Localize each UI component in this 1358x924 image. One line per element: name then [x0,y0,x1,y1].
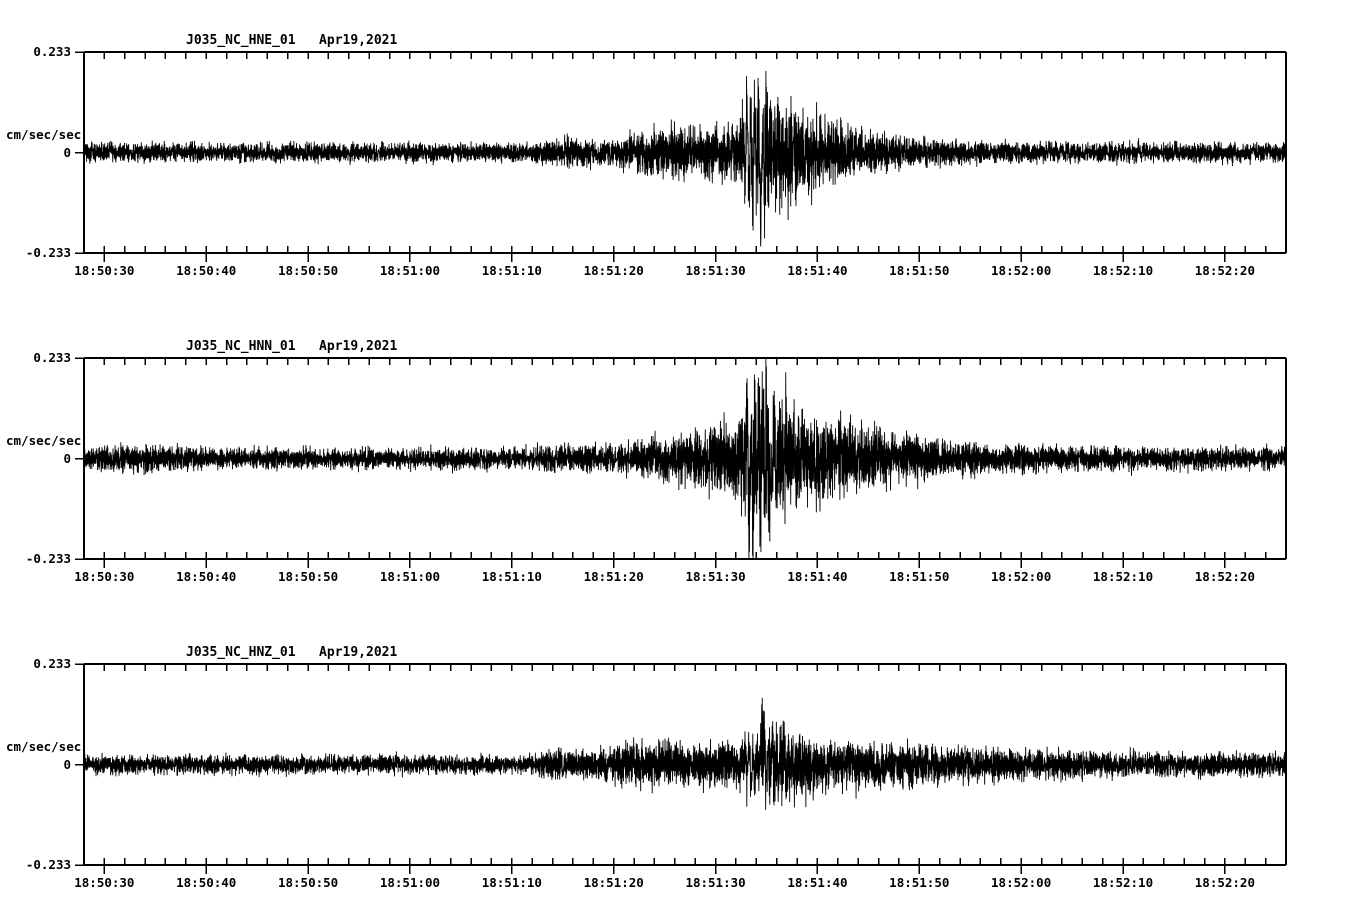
x-tick-label: 18:52:00 [991,569,1052,584]
x-tick-label: 18:51:30 [685,569,746,584]
y-tick-label: -0.233 [25,245,71,260]
x-tick-label: 18:52:20 [1194,875,1255,890]
x-tick-label: 18:51:50 [889,263,950,278]
y-axis-ticks [75,663,84,866]
waveform-trace-hnz [83,697,1287,810]
x-tick-label: 18:52:20 [1194,569,1255,584]
x-tick-label: 18:50:50 [277,263,339,278]
y-axis-unit-label-hne: cm/sec/sec [6,126,82,142]
x-tick-label: 18:51:00 [379,569,441,584]
y-tick-label: 0 [63,144,71,160]
x-tick-label: 18:51:40 [787,569,848,584]
y-tick-label: 0.233 [33,656,71,671]
y-tick-label: 0.233 [33,44,71,59]
x-tick-label: 18:51:10 [481,569,542,584]
y-tick-label: -0.233 [25,551,71,566]
waveform-plot-hne [75,51,1287,262]
y-axis-ticks [75,51,84,254]
x-tick-label: 18:52:00 [991,875,1052,890]
plot-frame [83,51,1287,254]
x-tick-label: 18:51:10 [481,263,542,278]
x-tick-label: 18:51:00 [379,263,441,278]
y-tick-label: 0 [63,756,71,772]
x-tick-label: 18:51:20 [583,875,644,890]
panel-title-hne: J035_NC_HNE_01 Apr19,2021 [186,33,398,48]
y-tick-label: 0.233 [33,350,71,365]
x-axis-major-ticks [103,865,1226,874]
x-tick-label: 18:52:10 [1092,263,1154,278]
x-tick-label: 18:50:50 [277,569,339,584]
y-tick-label: -0.233 [25,857,71,872]
x-axis-minor-ticks [83,664,1287,865]
x-tick-label: 18:50:50 [277,875,339,890]
y-axis-unit-label-hnz: cm/sec/sec [6,738,82,754]
x-tick-label: 18:51:50 [889,569,950,584]
plot-frame [83,357,1287,560]
y-tick-label: 0 [63,450,71,466]
waveform-trace-hne [83,70,1287,247]
x-tick-label: 18:50:30 [74,569,135,584]
x-tick-label: 18:51:30 [685,875,746,890]
waveform-trace-hnn [83,357,1287,560]
waveform-plot-hnz [75,663,1287,874]
x-tick-label: 18:50:40 [176,875,237,890]
x-tick-label: 18:52:20 [1194,263,1255,278]
x-axis-major-ticks [103,559,1226,568]
x-tick-label: 18:52:10 [1092,875,1154,890]
x-tick-label: 18:51:20 [583,569,644,584]
plot-frame [83,663,1287,866]
x-tick-label: 18:51:40 [787,875,848,890]
x-tick-label: 18:52:10 [1092,569,1154,584]
x-tick-label: 18:51:50 [889,875,950,890]
panel-title-hnz: J035_NC_HNZ_01 Apr19,2021 [186,645,398,660]
x-tick-label: 18:51:20 [583,263,644,278]
x-axis-major-ticks [103,253,1226,262]
x-tick-label: 18:51:40 [787,263,848,278]
waveform-plot-hnn [75,357,1287,568]
x-tick-label: 18:51:30 [685,263,746,278]
x-tick-label: 18:51:00 [379,875,441,890]
x-tick-label: 18:50:40 [176,569,237,584]
x-axis-minor-ticks [83,358,1287,559]
x-axis-minor-ticks [83,52,1287,253]
x-tick-label: 18:50:40 [176,263,237,278]
y-axis-ticks [75,357,84,560]
x-tick-label: 18:50:30 [74,263,135,278]
x-tick-label: 18:50:30 [74,875,135,890]
y-axis-unit-label-hnn: cm/sec/sec [6,432,82,448]
x-tick-label: 18:52:00 [991,263,1052,278]
panel-title-hnn: J035_NC_HNN_01 Apr19,2021 [186,339,398,354]
x-tick-label: 18:51:10 [481,875,542,890]
